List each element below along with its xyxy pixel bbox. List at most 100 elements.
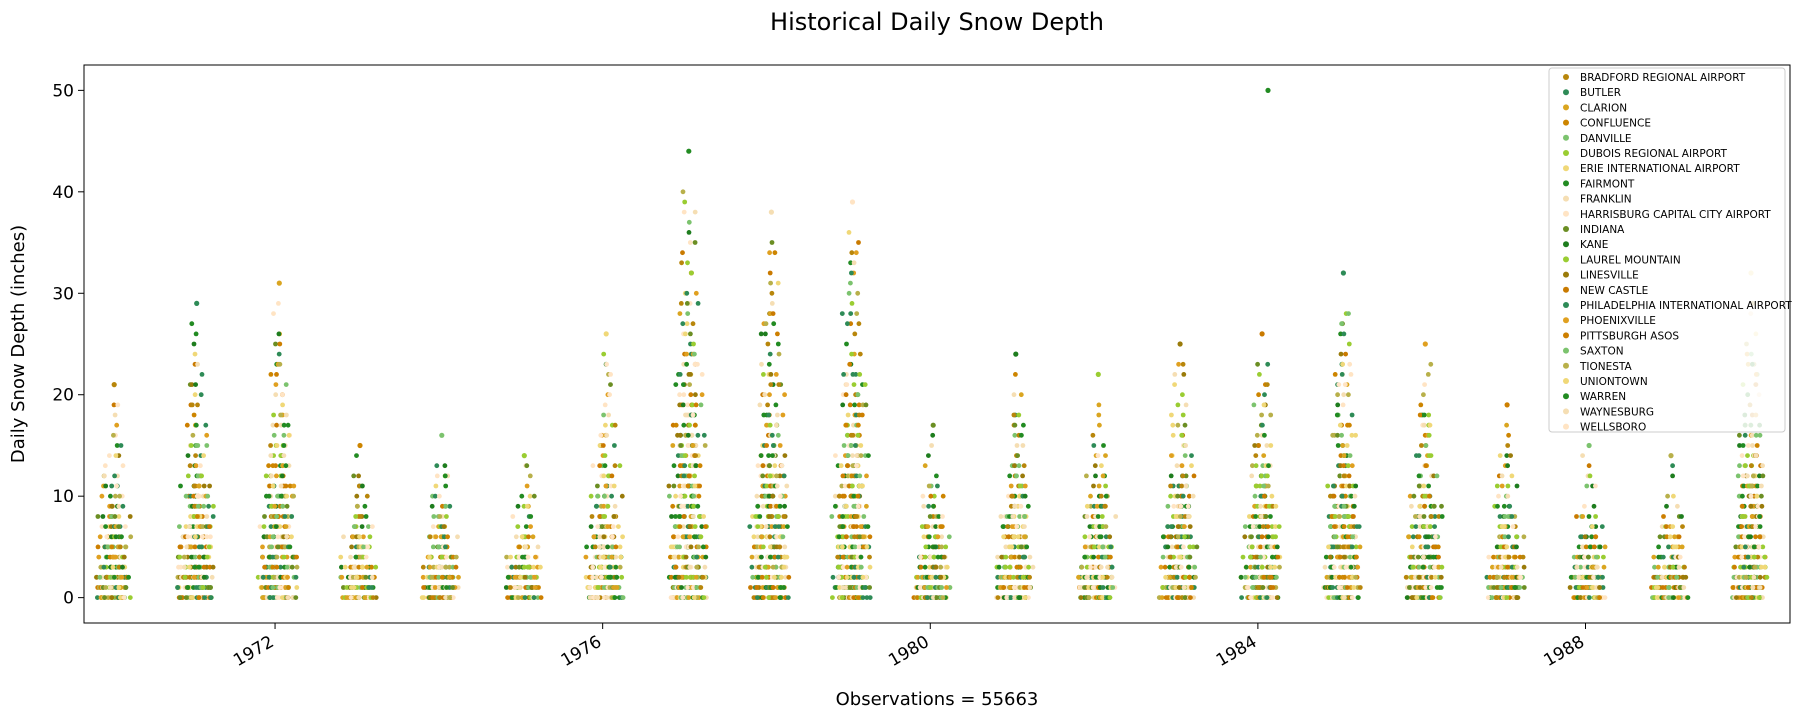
data-point: [1190, 493, 1196, 499]
data-point: [512, 574, 518, 580]
data-point: [850, 463, 856, 469]
data-point: [1182, 422, 1188, 428]
legend-marker: [1563, 89, 1569, 96]
data-point: [101, 564, 107, 570]
data-point: [1172, 372, 1178, 377]
data-point: [1266, 463, 1271, 469]
data-point: [526, 564, 532, 570]
data-point: [754, 493, 760, 499]
data-point: [363, 554, 369, 560]
data-point: [687, 422, 692, 428]
legend-label: PHOENIXVILLE: [1580, 315, 1656, 327]
data-point: [538, 595, 544, 600]
data-point: [776, 514, 781, 519]
data-point: [276, 301, 281, 306]
data-point: [1426, 483, 1431, 489]
data-point: [1095, 453, 1101, 458]
data-point: [102, 463, 108, 469]
data-point: [446, 574, 452, 580]
data-point: [781, 585, 787, 590]
data-point: [192, 351, 198, 357]
data-point: [1001, 534, 1006, 540]
data-point: [1499, 483, 1505, 489]
data-point: [1084, 574, 1089, 580]
data-point: [1189, 463, 1194, 469]
data-point: [193, 382, 199, 387]
data-point: [1652, 564, 1657, 570]
data-point: [1421, 392, 1426, 398]
data-point: [1437, 595, 1443, 600]
data-point: [762, 564, 768, 570]
data-point: [844, 382, 850, 387]
data-point: [1020, 473, 1025, 479]
data-point: [696, 544, 701, 550]
data-point: [692, 361, 698, 367]
data-point: [845, 432, 851, 438]
data-point: [690, 412, 696, 418]
data-point: [191, 493, 197, 499]
data-point: [682, 199, 688, 205]
data-point: [1421, 595, 1426, 600]
data-point: [1347, 554, 1353, 560]
data-point: [1260, 585, 1266, 590]
y-tick-label: 40: [52, 183, 74, 203]
data-point: [771, 443, 776, 448]
data-point: [767, 544, 773, 550]
data-point: [1676, 564, 1682, 570]
data-point: [530, 534, 536, 540]
data-point: [697, 514, 702, 519]
data-point: [1182, 514, 1188, 519]
data-point: [271, 432, 277, 438]
data-point: [749, 564, 755, 570]
data-point: [1088, 493, 1093, 499]
data-point: [1430, 595, 1436, 600]
data-point: [675, 453, 681, 458]
data-point: [201, 503, 207, 509]
data-point: [1262, 392, 1267, 398]
data-point: [608, 574, 614, 580]
data-point: [1501, 503, 1507, 509]
data-point: [1168, 473, 1174, 479]
data-point: [851, 574, 857, 580]
data-point: [1103, 493, 1109, 499]
data-point-season-max: [1259, 331, 1265, 337]
data-point: [1745, 473, 1750, 479]
data-point: [612, 463, 618, 469]
data-point: [760, 595, 766, 600]
data-point: [1168, 483, 1173, 489]
data-point: [342, 564, 348, 570]
data-point: [701, 595, 707, 600]
data-point: [204, 554, 210, 560]
data-point: [1027, 585, 1033, 590]
data-point: [1651, 554, 1657, 560]
data-point: [1022, 524, 1027, 529]
chart-title: Historical Daily Snow Depth: [770, 8, 1104, 36]
data-point: [767, 351, 773, 357]
data-point: [860, 574, 866, 580]
data-point: [192, 503, 198, 509]
data-point: [1409, 503, 1414, 509]
data-point: [1664, 524, 1669, 529]
data-point: [1169, 544, 1175, 550]
data-point: [515, 503, 521, 509]
legend-marker: [1563, 302, 1569, 308]
data-point: [112, 412, 118, 418]
data-point: [1421, 412, 1427, 418]
data-point: [1514, 595, 1520, 600]
data-point: [677, 544, 682, 550]
data-point: [1586, 514, 1592, 519]
data-point: [1341, 392, 1347, 398]
data-point: [692, 473, 697, 479]
data-point: [211, 503, 216, 509]
data-point: [1253, 483, 1259, 489]
data-point-outlier: [1265, 87, 1271, 93]
data-point: [1268, 564, 1273, 570]
legend-label: BRADFORD REGIONAL AIRPORT: [1580, 72, 1746, 84]
data-point: [693, 574, 699, 580]
data-point: [523, 524, 529, 529]
data-point: [1408, 554, 1414, 560]
data-point: [431, 514, 437, 519]
data-point: [373, 564, 379, 570]
data-point: [1584, 483, 1590, 489]
data-point: [1097, 422, 1102, 428]
